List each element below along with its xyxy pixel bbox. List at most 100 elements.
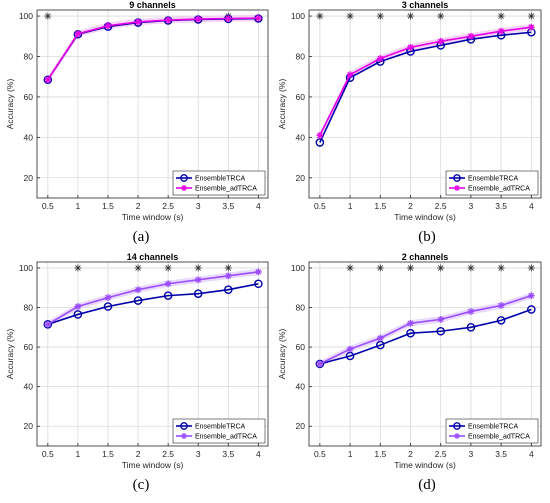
legend-label: EnsembleTRCA: [195, 176, 246, 183]
y-axis-label: Accuracy (%): [277, 79, 287, 130]
legend-box: [172, 418, 266, 444]
series-line-Ensemble_adTRCA: [319, 294, 532, 365]
legend-marker: [454, 185, 460, 191]
legend-label: Ensemble_adTRCA: [195, 434, 257, 441]
data-point: [44, 76, 52, 84]
x-tick-label: 1: [348, 449, 353, 459]
data-point: [223, 285, 233, 294]
data-point: [346, 71, 354, 79]
data-point: [437, 315, 445, 323]
x-axis-label: Time window (s): [122, 212, 184, 222]
data-point: [74, 30, 82, 38]
x-tick-label: 1: [348, 201, 353, 211]
y-tick-label: 40: [296, 382, 306, 392]
x-tick-label: 1.5: [102, 449, 114, 459]
chart-panel-3: 0.5 1 1.5 2 2.5 3 3.5 4 20 40 60 80 100 Time window (…: [5, 252, 269, 470]
axes-box: [36, 261, 269, 447]
y-tick-label: 40: [24, 382, 34, 392]
series-line-Ensemble_adTRCA: [47, 271, 259, 326]
data-point: [254, 14, 262, 22]
legend: EnsembleTRCA Ensemble_adTRCA: [172, 170, 266, 196]
series-line-Ensemble_adTRCA: [47, 17, 259, 81]
chart-panel-4: 0.5 1 1.5 2 2.5 3 3.5 4 20 40 60 80 100 Time window (…: [277, 252, 542, 470]
data-point: [104, 294, 112, 302]
y-tick-label: 80: [296, 51, 306, 61]
legend-marker: [180, 174, 188, 182]
y-tick-label: 80: [296, 303, 306, 313]
significance-marker: [437, 12, 445, 20]
y-tick-label: 20: [24, 173, 34, 183]
legend-marker: [453, 422, 461, 430]
significance-marker: [497, 264, 505, 272]
chart-title: 3 channels: [402, 0, 449, 10]
x-tick-label: 2: [408, 201, 413, 211]
data-point: [103, 302, 113, 311]
x-tick-label: 3: [469, 201, 474, 211]
data-point: [134, 18, 142, 26]
data-point: [376, 55, 384, 62]
legend-label: EnsembleTRCA: [468, 424, 519, 431]
data-point: [316, 131, 324, 139]
y-tick-label: 40: [296, 132, 306, 142]
y-tick-label: 100: [19, 11, 33, 21]
significance-marker: [316, 12, 324, 20]
data-point: [527, 23, 535, 31]
y-tick-label: 60: [296, 342, 306, 352]
data-point: [224, 15, 232, 22]
data-point: [74, 303, 82, 310]
plot-area: [309, 10, 541, 198]
data-point: [104, 22, 112, 30]
x-tick-label: 3.5: [222, 449, 234, 459]
data-point: [315, 138, 325, 147]
chart-panel-2: 0.5 1 1.5 2 2.5 3 3.5 4 20 40 60 80 100 Time window (…: [277, 0, 542, 222]
series-line-EnsembleTRCA: [319, 31, 532, 143]
data-point: [194, 276, 202, 284]
legend: EnsembleTRCA Ensemble_adTRCA: [172, 418, 266, 444]
x-tick-label: 4: [529, 201, 534, 211]
x-tick-label: 0.5: [314, 449, 326, 459]
data-point: [407, 43, 414, 51]
x-axis-label: Time window (s): [394, 460, 456, 470]
legend-box: [172, 170, 266, 196]
x-tick-label: 2.5: [435, 449, 447, 459]
y-tick-label: 80: [24, 303, 34, 313]
legend-label: Ensemble_adTRCA: [195, 186, 257, 193]
data-point: [376, 334, 384, 342]
x-tick-label: 4: [256, 449, 261, 459]
caption-c: (c): [132, 477, 150, 493]
legend-marker: [180, 422, 188, 430]
data-point: [527, 305, 536, 314]
chart-title: 2 channels: [402, 252, 449, 262]
x-tick-label: 0.5: [42, 449, 54, 459]
series-line-Ensemble_adTRCA: [319, 26, 532, 136]
series-line-EnsembleTRCA: [319, 308, 532, 365]
data-point: [497, 27, 505, 35]
axes-box: [308, 9, 542, 199]
data-point: [497, 302, 505, 309]
data-point: [315, 359, 325, 369]
legend-box: [445, 418, 539, 444]
data-point: [43, 320, 53, 329]
x-tick-label: 0.5: [42, 201, 54, 211]
x-tick-label: 1: [76, 449, 81, 459]
data-point: [164, 16, 172, 24]
caption-b: (b): [418, 229, 436, 245]
legend-marker: [181, 433, 187, 439]
significance-marker: [467, 264, 475, 272]
data-point: [316, 360, 324, 368]
data-point: [527, 292, 535, 300]
y-tick-label: 80: [24, 51, 34, 61]
significance-marker: [224, 264, 232, 272]
x-tick-label: 1.5: [102, 201, 114, 211]
significance-marker: [346, 264, 354, 272]
significance-marker: [164, 264, 172, 272]
legend-marker: [181, 185, 187, 191]
significance-marker: [497, 12, 505, 20]
data-point: [406, 328, 415, 338]
legend: EnsembleTRCA Ensemble_adTRCA: [445, 418, 539, 444]
significance-marker: [74, 264, 82, 272]
x-tick-label: 3.5: [495, 449, 507, 459]
significance-marker: [527, 264, 535, 272]
x-tick-label: 3: [196, 201, 201, 211]
